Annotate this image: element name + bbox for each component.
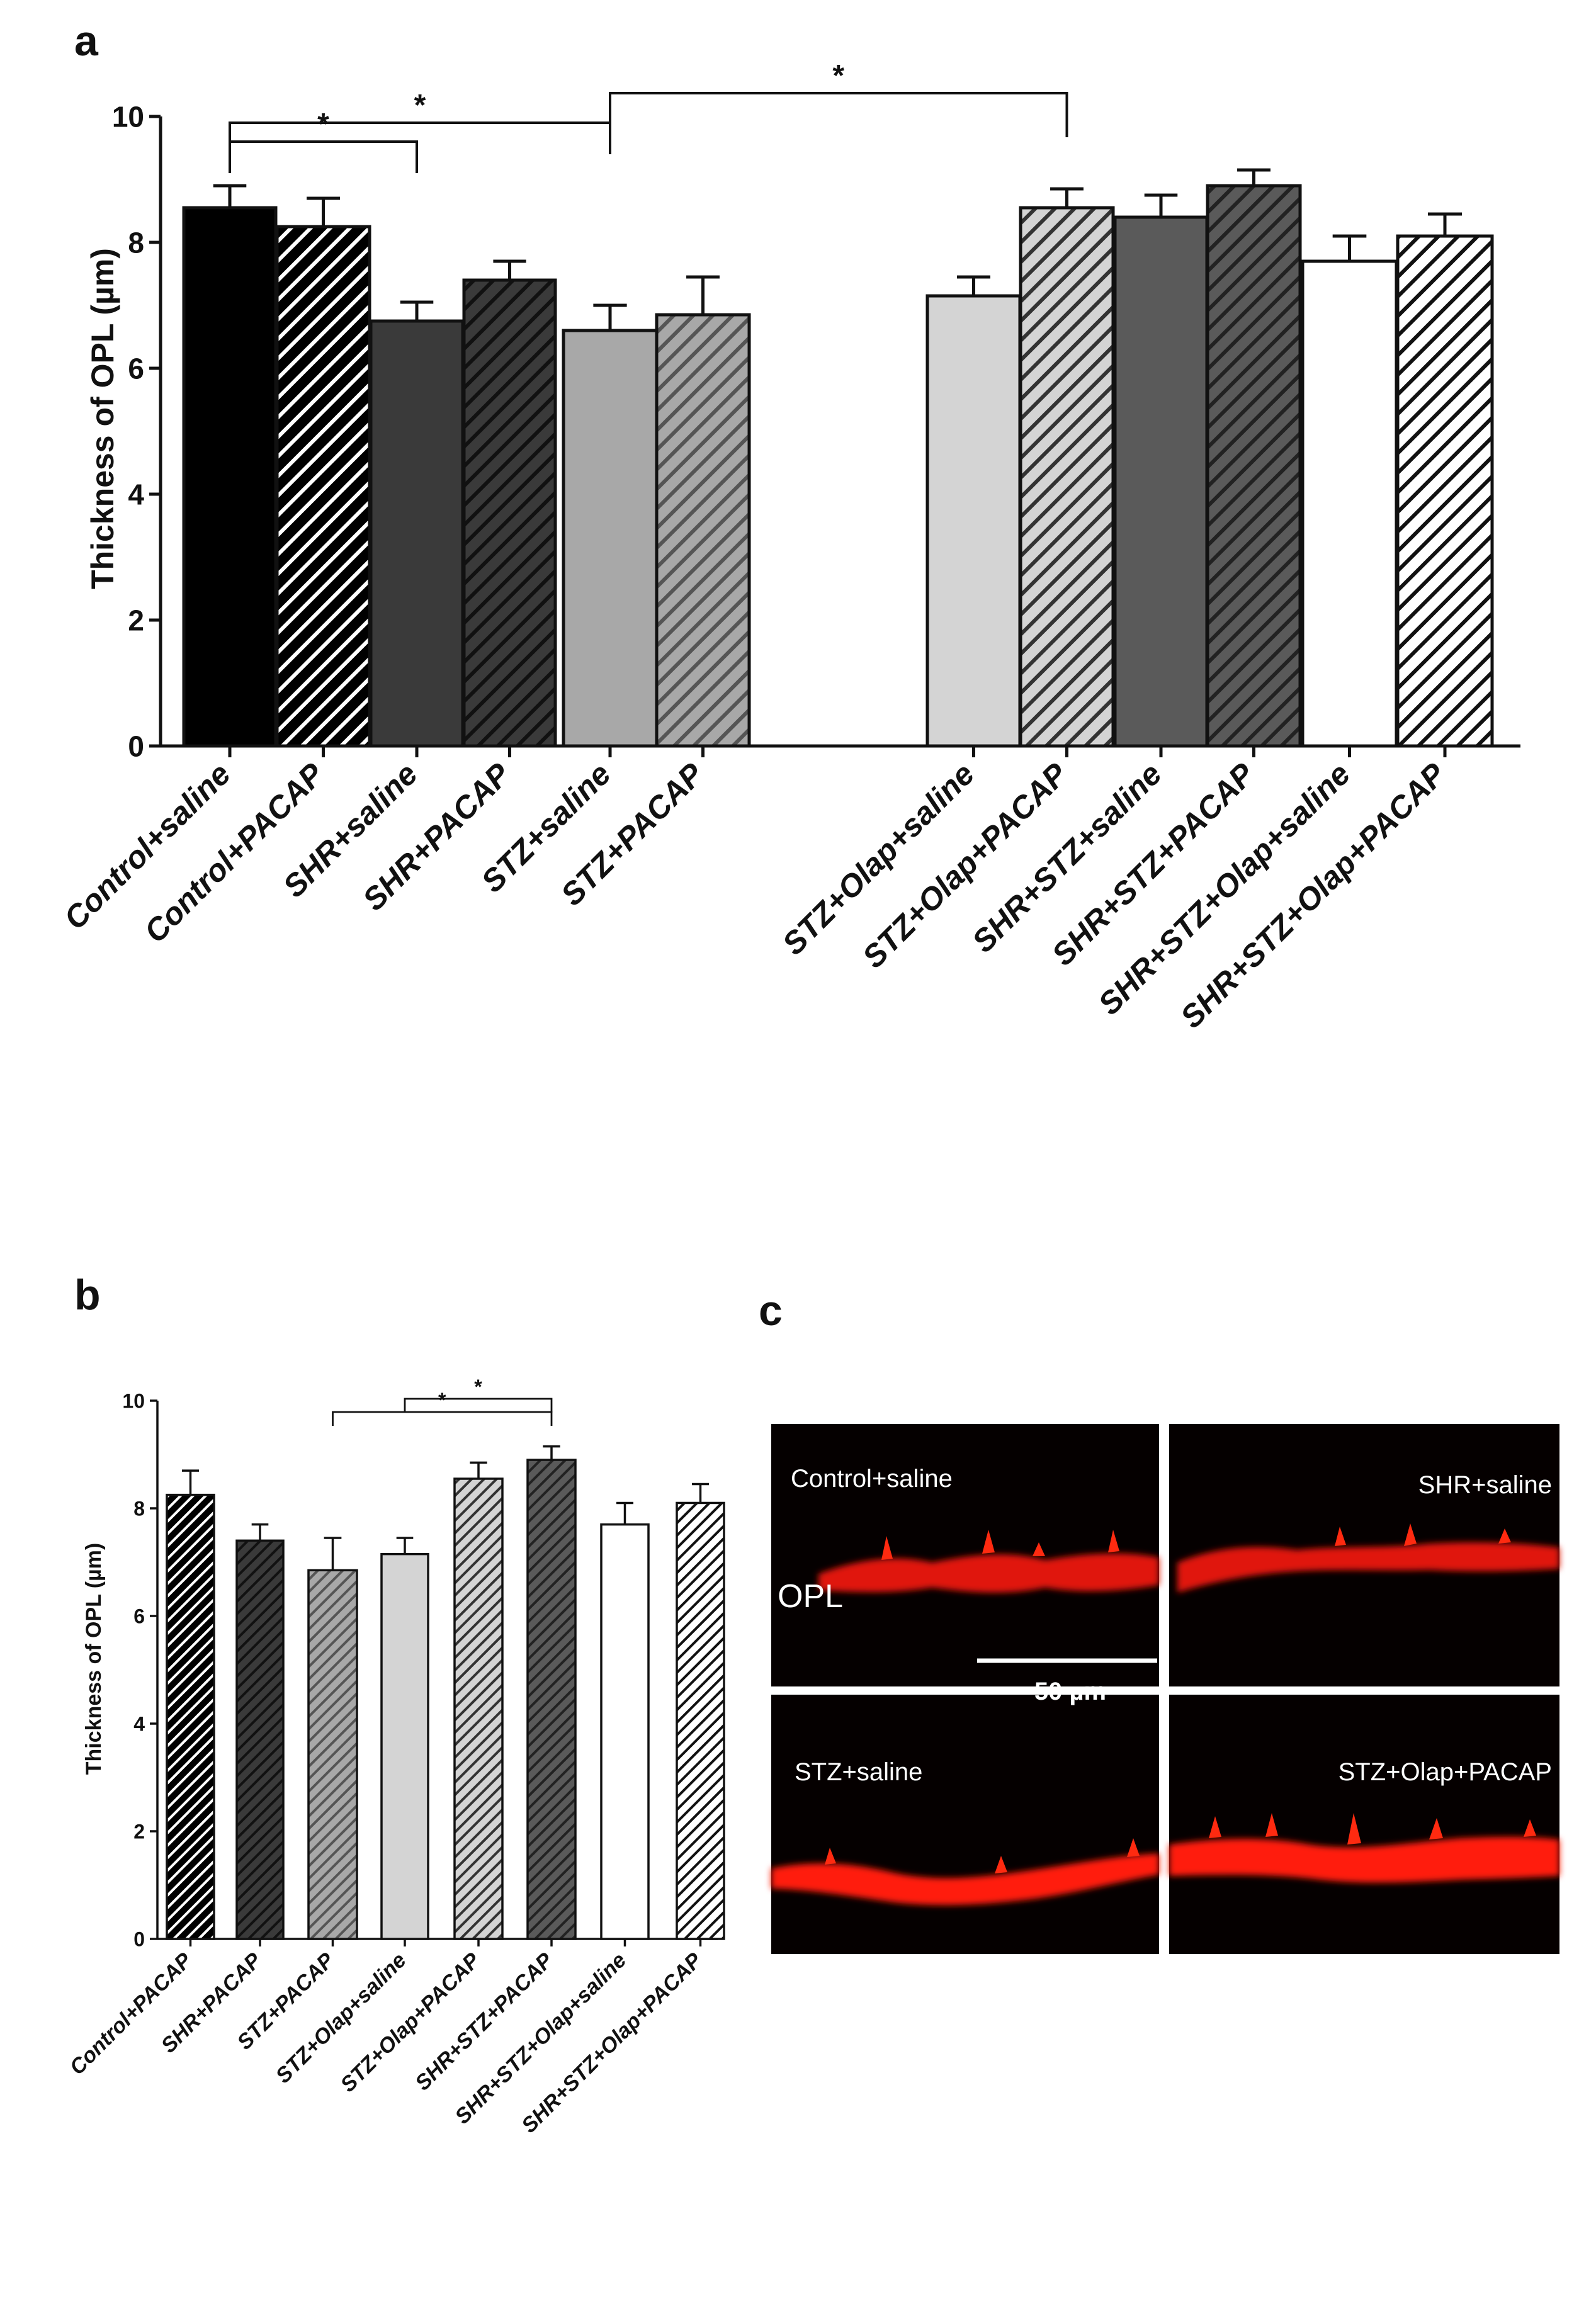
a-bar bbox=[562, 329, 659, 748]
a-bar bbox=[1396, 234, 1494, 748]
panel-letter-a: a bbox=[74, 17, 99, 65]
a-y-tick-label: 0 bbox=[128, 730, 144, 763]
b-y-tick-label: 4 bbox=[133, 1713, 145, 1736]
a-bar bbox=[655, 313, 751, 748]
micrograph-label-1: Control+saline bbox=[791, 1465, 953, 1493]
a-significance-label: * bbox=[414, 89, 426, 122]
b-y-tick-label: 8 bbox=[133, 1498, 145, 1520]
a-significance-label: * bbox=[832, 59, 844, 93]
b-y-tick-label: 10 bbox=[122, 1390, 145, 1413]
micrograph-stz-olap-pacap bbox=[1169, 1695, 1559, 1954]
a-bar bbox=[182, 206, 278, 748]
a-significance-bracket bbox=[609, 92, 1068, 137]
stain-band-2 bbox=[1177, 1542, 1559, 1593]
a-bar bbox=[462, 278, 557, 748]
opl-stain-spikes bbox=[825, 1523, 1536, 1873]
a-bar bbox=[925, 294, 1022, 748]
b-bar bbox=[526, 1459, 577, 1940]
micrograph-stz-saline bbox=[771, 1695, 1159, 1954]
panel-letter-c: c bbox=[759, 1287, 783, 1335]
a-y-tick-label: 8 bbox=[128, 227, 144, 259]
stain-band-3 bbox=[771, 1853, 1159, 1906]
b-significance-label: * bbox=[438, 1389, 446, 1411]
b-bar bbox=[307, 1569, 358, 1940]
b-significance-bracket bbox=[404, 1398, 553, 1413]
a-bar bbox=[1019, 206, 1115, 748]
panel-letter-b: b bbox=[74, 1271, 101, 1319]
chart-a: Thickness of OPL (µm) 0 2 4 6 8 10 Control+sal… bbox=[57, 59, 1520, 1035]
b-category-label: STZ+Olap+PACAP bbox=[336, 1948, 484, 2097]
a-bar bbox=[1301, 259, 1398, 748]
a-y-tick-label: 6 bbox=[128, 353, 144, 385]
b-category-label: STZ+Olap+saline bbox=[271, 1948, 411, 2088]
a-y-tick-label: 10 bbox=[112, 101, 144, 133]
a-y-tick-label: 4 bbox=[128, 478, 144, 511]
a-bar bbox=[1113, 215, 1209, 748]
a-significance-bracket bbox=[229, 140, 418, 173]
b-significance-bracket bbox=[332, 1411, 553, 1426]
micrograph-label-2: SHR+saline bbox=[1418, 1471, 1552, 1499]
micrograph-panel: Control+saline SHR+saline STZ+saline STZ… bbox=[771, 1424, 1559, 1954]
b-category-label: Control+PACAP bbox=[65, 1948, 196, 2080]
a-significance-bracket bbox=[229, 121, 611, 154]
opl-layer-label: OPL bbox=[778, 1578, 843, 1615]
b-y-tick-label: 0 bbox=[133, 1928, 145, 1951]
b-y-tick-label: 2 bbox=[133, 1821, 145, 1843]
stain-band-1 bbox=[818, 1553, 1159, 1593]
a-bar bbox=[275, 225, 371, 748]
chart-b: Thickness of OPL (µm) 0 2 4 6 8 10 Control+PAC… bbox=[65, 1375, 725, 2138]
micrograph-label-3: STZ+saline bbox=[795, 1758, 922, 1786]
a-y-tick-label: 2 bbox=[128, 604, 144, 637]
b-significance-label: * bbox=[474, 1375, 482, 1398]
chart-a-ylabel: Thickness of OPL (µm) bbox=[85, 248, 120, 589]
b-y-tick-label: 6 bbox=[133, 1605, 145, 1628]
scale-bar-label: 50 µm bbox=[1034, 1678, 1106, 1705]
b-category-label: SHR+STZ+PACAP bbox=[410, 1948, 558, 2096]
a-category-label: Control+saline bbox=[57, 756, 237, 936]
opl-stain-bands bbox=[771, 1542, 1559, 1906]
b-bar bbox=[600, 1523, 650, 1940]
a-significance-label: * bbox=[317, 108, 329, 141]
stain-band-4 bbox=[1169, 1836, 1559, 1883]
b-bar bbox=[235, 1539, 285, 1940]
stain-spikes-4 bbox=[1209, 1813, 1536, 1844]
b-bar bbox=[166, 1493, 215, 1940]
b-bar bbox=[380, 1552, 429, 1940]
chart-b-ylabel: Thickness of OPL (µm) bbox=[82, 1543, 106, 1775]
a-bar bbox=[1206, 184, 1302, 748]
b-bar bbox=[676, 1501, 725, 1940]
a-bar bbox=[369, 319, 465, 748]
b-bar bbox=[453, 1477, 504, 1940]
micrograph-label-4: STZ+Olap+PACAP bbox=[1338, 1758, 1552, 1786]
